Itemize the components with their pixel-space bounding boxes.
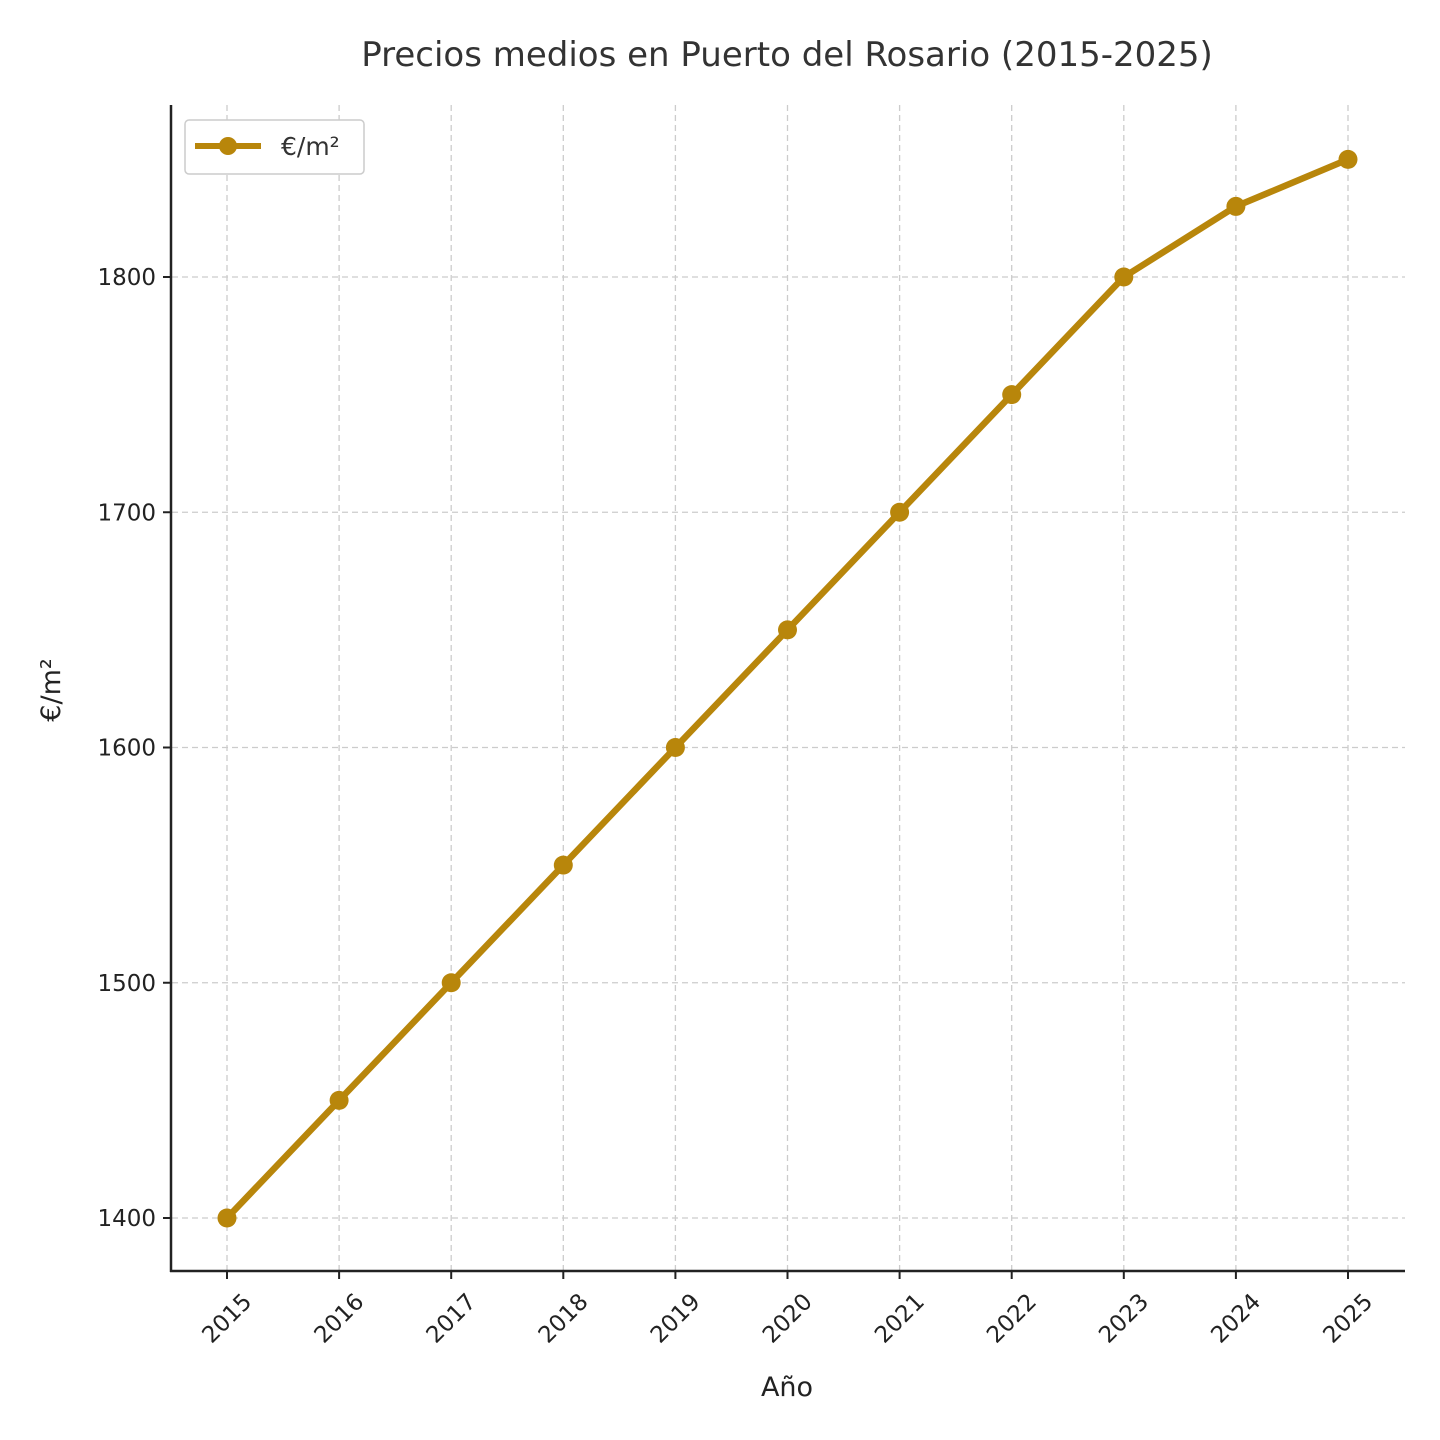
data-point (1226, 196, 1246, 216)
y-tick-label: 1500 (97, 971, 156, 997)
data-point (553, 855, 573, 875)
x-tick-label: 2022 (982, 1289, 1042, 1349)
y-tick-label: 1600 (97, 736, 156, 762)
x-axis-ticks: 2015 2016 2017 2018 2019 2020 2021 2022 2023 2024… (197, 1271, 1378, 1349)
x-tick-label: 2015 (197, 1289, 257, 1349)
x-tick-label: 2025 (1318, 1289, 1378, 1349)
x-axis-label: Año (761, 1372, 813, 1403)
y-tick-label: 1700 (97, 500, 156, 526)
series-layer (217, 149, 1358, 1228)
x-tick-label: 2024 (1206, 1289, 1266, 1349)
x-tick-label: 2019 (646, 1289, 706, 1349)
y-tick-label: 1400 (97, 1206, 156, 1232)
data-point (1338, 149, 1358, 169)
x-tick-label: 2020 (758, 1289, 818, 1349)
x-tick-label: 2021 (870, 1289, 930, 1349)
data-point (778, 620, 797, 640)
chart-title: Precios medios en Puerto del Rosario (20… (361, 35, 1213, 75)
data-point (1114, 267, 1134, 287)
legend-label: €/m² (281, 132, 340, 161)
data-point (890, 502, 910, 522)
legend-box (184, 119, 365, 175)
grid-lines (172, 105, 1405, 1270)
data-point (217, 1208, 237, 1228)
x-tick-label: 2023 (1094, 1289, 1154, 1349)
data-point (441, 973, 461, 993)
x-tick-label: 2018 (534, 1289, 594, 1349)
y-tick-label: 1800 (97, 265, 156, 291)
y-axis-label: €/m² (36, 658, 67, 721)
data-point (665, 738, 685, 757)
y-axis-ticks: 1400 1500 1600 1700 1800 (97, 265, 171, 1232)
x-tick-label: 2017 (422, 1289, 482, 1349)
legend: €/m² (184, 119, 365, 175)
data-point (329, 1090, 349, 1110)
x-tick-label: 2016 (310, 1289, 370, 1349)
legend-marker-swatch (219, 137, 237, 155)
data-point (1002, 385, 1022, 405)
